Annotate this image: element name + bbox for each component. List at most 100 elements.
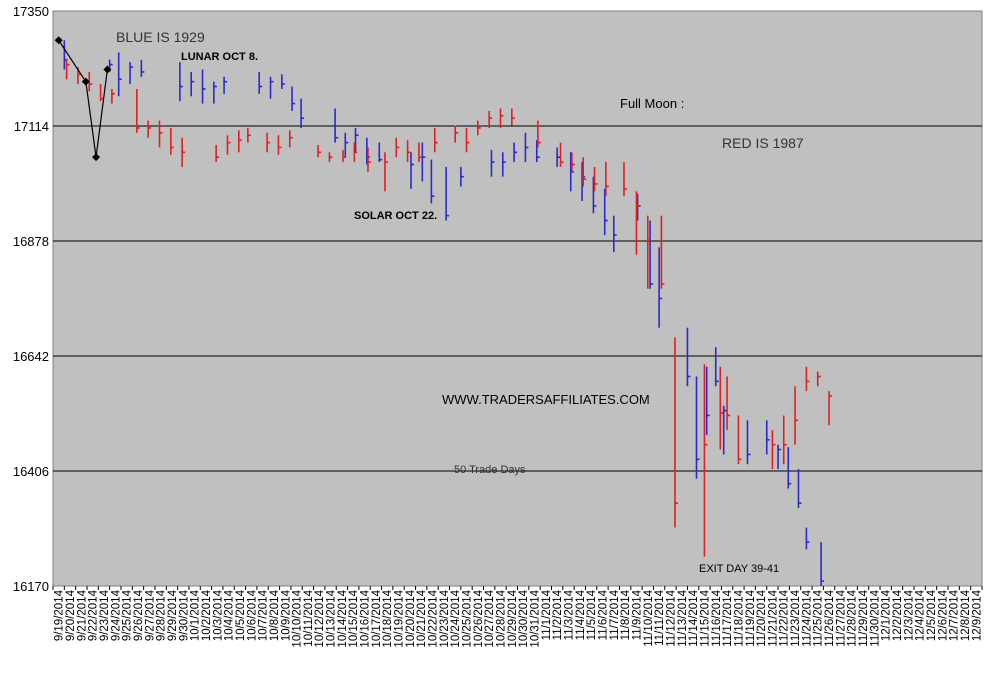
x-tick-label-12: 10/1/2014 (190, 589, 202, 641)
x-tick-label-68: 11/26/2014 (824, 589, 836, 646)
x-tick-label-24: 10/13/2014 (326, 589, 338, 647)
x-tick-label-50: 11/8/2014 (620, 589, 632, 640)
gridlines (53, 125, 982, 472)
x-tick-label-55: 11/13/2014 (677, 589, 689, 646)
x-tick-label-16: 10/5/2014 (235, 589, 247, 641)
x-tick-label-30: 10/19/2014 (394, 589, 406, 647)
x-axis (52, 586, 983, 590)
y-tick-label-3: 16642 (13, 349, 49, 364)
x-tick-label-76: 12/4/2014 (915, 589, 927, 641)
x-tick-label-48: 11/6/2014 (597, 589, 609, 640)
overlay-point-1 (81, 77, 90, 86)
x-tick-label-32: 10/21/2014 (416, 589, 428, 647)
x-tick-label-60: 11/18/2014 (733, 589, 745, 646)
x-tick-label-64: 11/22/2014 (779, 589, 791, 646)
annotation-exit-day: EXIT DAY 39-41 (699, 563, 779, 575)
x-tick-label-74: 12/2/2014 (892, 589, 904, 641)
x-tick-label-62: 11/20/2014 (756, 589, 768, 646)
annotation-red-label: RED IS 1987 (722, 135, 804, 151)
overlay-polyline (58, 39, 108, 158)
annotation-website: WWW.TRADERSAFFILIATES.COM (442, 392, 650, 407)
x-tick-label-34: 10/23/2014 (439, 589, 451, 647)
x-tick-label-45: 11/3/2014 (563, 589, 575, 640)
x-tick-label-18: 10/7/2014 (258, 589, 270, 641)
x-tick-label-28: 10/17/2014 (371, 589, 383, 647)
y-tick-label-5: 16170 (13, 579, 49, 594)
annotation-trade-days: 50 Trade Days (454, 464, 526, 476)
y-tick-label-0: 17350 (13, 4, 49, 19)
x-tick-label-67: 11/25/2014 (813, 589, 825, 646)
y-axis-labels: 17350 17114 16878 16642 16406 16170 (13, 4, 49, 594)
x-tick-label-59: 11/17/2014 (722, 589, 734, 646)
overlay-point-0 (54, 36, 63, 45)
x-tick-label-33: 10/22/2014 (428, 589, 440, 647)
x-tick-label-1: 9/20/2014 (65, 589, 77, 641)
x-tick-label-53: 11/11/2014 (654, 589, 666, 645)
x-tick-label-11: 9/30/2014 (178, 589, 190, 641)
overlay-line (54, 36, 112, 162)
y-tick-label-4: 16406 (13, 464, 49, 479)
x-tick-label-79: 12/7/2014 (949, 589, 961, 641)
x-tick-label-40: 10/29/2014 (507, 589, 519, 647)
x-tick-label-35: 10/24/2014 (450, 589, 462, 647)
x-tick-label-66: 11/24/2014 (801, 589, 813, 646)
x-tick-label-54: 11/12/2014 (665, 589, 677, 646)
x-tick-label-17: 10/6/2014 (246, 589, 258, 641)
annotation-solar: SOLAR OCT 22. (354, 210, 437, 222)
x-tick-label-26: 10/15/2014 (348, 589, 360, 647)
x-tick-label-61: 11/19/2014 (745, 589, 757, 646)
x-tick-label-72: 11/30/2014 (869, 589, 881, 646)
x-tick-label-37: 10/26/2014 (473, 589, 485, 647)
x-tick-label-36: 10/25/2014 (462, 589, 474, 647)
x-tick-label-47: 11/5/2014 (586, 589, 598, 640)
x-tick-label-23: 10/12/2014 (314, 589, 326, 647)
x-tick-label-4: 9/23/2014 (99, 589, 111, 641)
overlay-point-2 (92, 153, 101, 162)
x-tick-label-43: 11/1/2014 (541, 589, 553, 640)
x-tick-label-70: 11/28/2014 (847, 589, 859, 646)
x-tick-label-78: 12/6/2014 (937, 589, 949, 641)
x-tick-label-31: 10/20/2014 (405, 589, 417, 647)
x-tick-label-71: 11/29/2014 (858, 589, 870, 646)
x-tick-label-25: 10/14/2014 (337, 589, 349, 647)
x-tick-label-14: 10/3/2014 (212, 589, 224, 641)
x-tick-label-52: 11/10/2014 (643, 589, 655, 646)
x-tick-label-27: 10/16/2014 (360, 589, 372, 647)
x-tick-label-7: 9/26/2014 (133, 589, 145, 641)
x-tick-label-58: 11/16/2014 (711, 589, 723, 646)
x-tick-label-3: 9/22/2014 (88, 589, 100, 641)
x-tick-label-6: 9/25/2014 (122, 589, 134, 641)
y-tick-label-2: 16878 (13, 234, 49, 249)
x-tick-label-49: 11/7/2014 (609, 589, 621, 640)
x-tick-label-63: 11/21/2014 (767, 589, 779, 646)
overlay-point-3 (103, 65, 112, 74)
x-tick-label-21: 10/10/2014 (292, 589, 304, 647)
x-tick-label-2: 9/21/2014 (76, 589, 88, 641)
x-tick-label-80: 12/8/2014 (960, 589, 972, 641)
x-tick-label-81: 12/9/2014 (971, 589, 983, 641)
x-tick-label-0: 9/19/2014 (54, 589, 66, 641)
x-tick-label-69: 11/27/2014 (835, 589, 847, 646)
x-tick-label-13: 10/2/2014 (201, 589, 213, 641)
annotation-full-moon: Full Moon : (620, 96, 684, 111)
x-tick-label-8: 9/27/2014 (144, 589, 156, 641)
x-tick-label-29: 10/18/2014 (382, 589, 394, 647)
x-tick-label-57: 11/15/2014 (699, 589, 711, 646)
x-tick-label-10: 9/29/2014 (167, 589, 179, 641)
x-tick-label-20: 10/9/2014 (280, 589, 292, 641)
x-tick-label-5: 9/24/2014 (110, 589, 122, 641)
x-tick-label-39: 10/28/2014 (496, 589, 508, 647)
x-tick-label-44: 11/2/2014 (552, 589, 564, 640)
annotation-blue-label: BLUE IS 1929 (116, 29, 205, 45)
x-tick-label-51: 11/9/2014 (631, 589, 643, 640)
x-tick-label-56: 11/14/2014 (688, 589, 700, 646)
x-tick-label-38: 10/27/2014 (484, 589, 496, 647)
plot-area (52, 10, 983, 587)
x-tick-label-77: 12/5/2014 (926, 589, 938, 641)
x-tick-label-9: 9/28/2014 (156, 589, 168, 641)
x-tick-label-42: 10/31/2014 (529, 589, 541, 647)
x-axis-labels: 9/19/2014 9/20/2014 9/21/2014 9/22/2014 9/23… (54, 589, 984, 647)
y-tick-label-1: 17114 (14, 119, 49, 134)
x-tick-label-15: 10/4/2014 (224, 589, 236, 641)
